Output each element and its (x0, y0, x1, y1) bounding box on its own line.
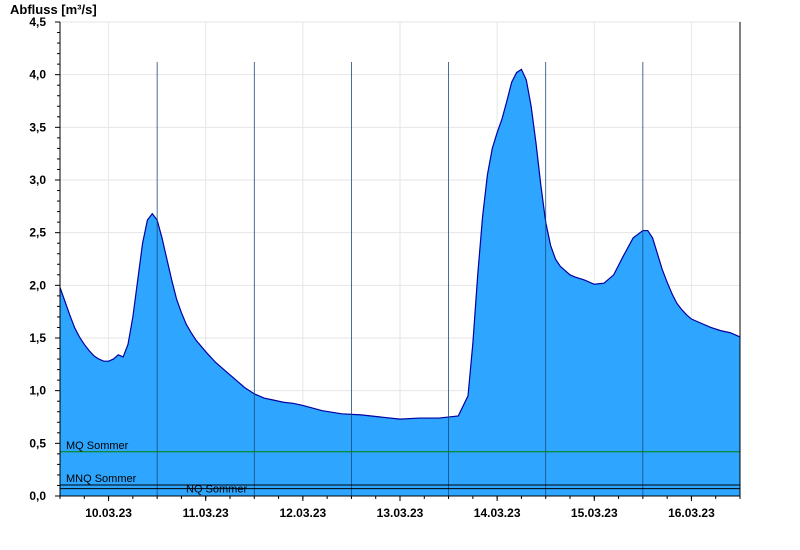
y-tick-label: 2,0 (29, 278, 46, 292)
area-fill (60, 69, 740, 497)
y-tick-label: 4,5 (29, 15, 46, 29)
y-tick-label: 2,5 (29, 226, 46, 240)
y-tick-label: 3,5 (29, 120, 46, 134)
y-tick-label: 0,0 (29, 489, 46, 503)
axes (55, 22, 741, 497)
y-tick-label: 1,0 (29, 384, 46, 398)
x-tick-label: 12.03.23 (279, 506, 326, 520)
reference-lines: MQ Sommer MNQ Sommer NQ Sommer (60, 440, 740, 496)
x-tick-label: 16.03.23 (668, 506, 715, 520)
series-area (59, 68, 741, 497)
y-tick-label: 3,0 (29, 173, 46, 187)
x-tick-label: 10.03.23 (85, 506, 132, 520)
x-tick-label: 11.03.23 (183, 506, 229, 520)
y-axis-title: Abfluss [m³/s] (10, 2, 97, 17)
y-tick-labels: 0,0 0,5 1,0 1,5 2,0 2,5 3,0 3,5 4,0 4,5 (29, 15, 60, 503)
day-separator-lines (156, 62, 644, 496)
y-tick-label: 4,0 (29, 68, 46, 82)
x-tick-labels: 10.03.23 11.03.23 12.03.23 13.03.23 14.03.23… (59, 496, 741, 520)
y-tick-label: 1,5 (29, 331, 46, 345)
reference-label: MQ Sommer (66, 440, 129, 452)
x-tick-label: 15.03.23 (571, 506, 618, 520)
y-tick-label: 0,5 (29, 436, 46, 450)
x-tick-label: 13.03.23 (377, 506, 424, 520)
reference-label: NQ Sommer (186, 484, 247, 496)
x-tick-label: 14.03.23 (474, 506, 521, 520)
series-line (59, 68, 741, 420)
reference-label: MNQ Sommer (66, 473, 137, 485)
